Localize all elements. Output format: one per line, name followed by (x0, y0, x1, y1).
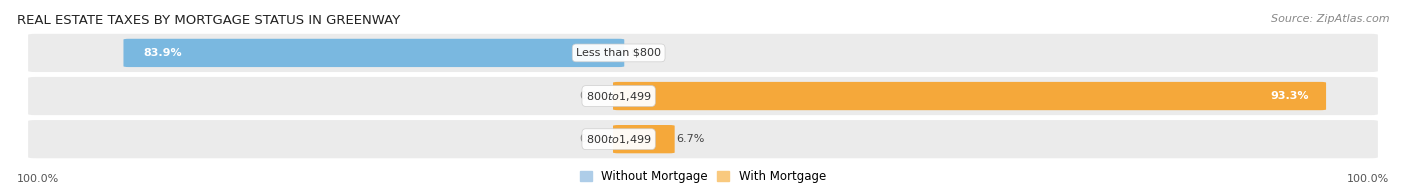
Text: 93.3%: 93.3% (1271, 91, 1309, 101)
Legend: Without Mortgage, With Mortgage: Without Mortgage, With Mortgage (575, 166, 831, 188)
Text: 0.0%: 0.0% (630, 48, 658, 58)
Text: Less than $800: Less than $800 (576, 48, 661, 58)
Text: Source: ZipAtlas.com: Source: ZipAtlas.com (1271, 14, 1389, 24)
Text: 0.0%: 0.0% (579, 91, 607, 101)
Text: REAL ESTATE TAXES BY MORTGAGE STATUS IN GREENWAY: REAL ESTATE TAXES BY MORTGAGE STATUS IN … (17, 14, 401, 27)
Text: $800 to $1,499: $800 to $1,499 (586, 133, 651, 146)
Text: $800 to $1,499: $800 to $1,499 (586, 90, 651, 103)
Text: 6.7%: 6.7% (676, 134, 704, 144)
Text: 100.0%: 100.0% (17, 174, 59, 184)
Text: 0.0%: 0.0% (579, 134, 607, 144)
Text: 100.0%: 100.0% (1347, 174, 1389, 184)
Text: 83.9%: 83.9% (143, 48, 181, 58)
